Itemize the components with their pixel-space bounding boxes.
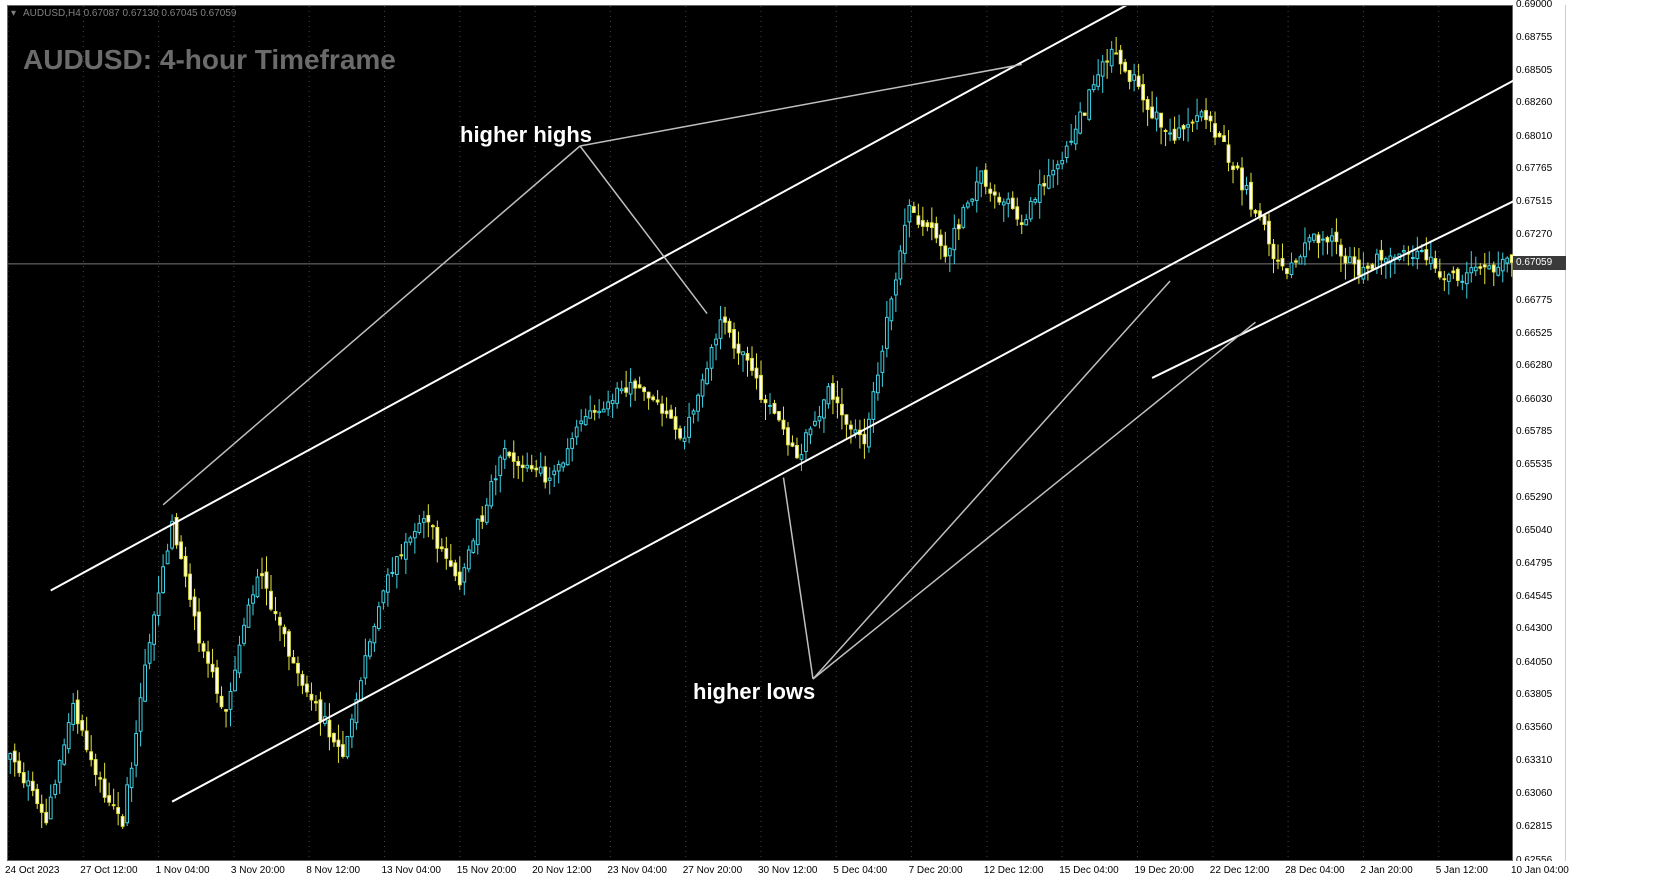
y-tick: 0.67270 bbox=[1513, 230, 1569, 240]
x-tick: 1 Nov 04:00 bbox=[156, 865, 210, 877]
channel-lower bbox=[172, 79, 1514, 802]
y-tick: 0.63310 bbox=[1513, 756, 1569, 766]
x-tick: 5 Dec 04:00 bbox=[833, 865, 887, 877]
x-tick: 23 Nov 04:00 bbox=[607, 865, 667, 877]
y-tick: 0.68505 bbox=[1513, 66, 1569, 76]
y-tick: 0.64050 bbox=[1513, 658, 1569, 668]
x-tick: 15 Dec 04:00 bbox=[1059, 865, 1119, 877]
y-tick: 0.67765 bbox=[1513, 164, 1569, 174]
x-tick: 7 Dec 20:00 bbox=[909, 865, 963, 877]
symbol-info: AUDUSD,H4 0.67087 0.67130 0.67045 0.6705… bbox=[23, 8, 237, 19]
y-tick: 0.69000 bbox=[1513, 0, 1569, 10]
y-tick: 0.63060 bbox=[1513, 789, 1569, 799]
y-tick: 0.63560 bbox=[1513, 723, 1569, 733]
x-tick: 10 Jan 04:00 bbox=[1511, 865, 1569, 877]
x-tick: 20 Nov 12:00 bbox=[532, 865, 592, 877]
x-tick: 27 Oct 12:00 bbox=[80, 865, 137, 877]
chart-plot-area[interactable]: higher highs higher lows bbox=[7, 5, 1513, 861]
y-tick: 0.67515 bbox=[1513, 197, 1569, 207]
x-tick: 30 Nov 12:00 bbox=[758, 865, 818, 877]
x-tick: 24 Oct 2023 bbox=[5, 865, 59, 877]
y-tick: 0.68260 bbox=[1513, 98, 1569, 108]
chevron-down-icon: ▾ bbox=[11, 8, 16, 19]
y-tick: 0.62815 bbox=[1513, 822, 1569, 832]
x-tick: 2 Jan 20:00 bbox=[1360, 865, 1412, 877]
chart-container: higher highs higher lows 0.69000 0.68755 0.… bbox=[0, 0, 1673, 888]
x-tick: 8 Nov 12:00 bbox=[306, 865, 360, 877]
x-tick: 12 Dec 12:00 bbox=[984, 865, 1044, 877]
y-tick: 0.65290 bbox=[1513, 493, 1569, 503]
y-tick: 0.66775 bbox=[1513, 296, 1569, 306]
y-tick: 0.66030 bbox=[1513, 395, 1569, 405]
secondary-trendline bbox=[1152, 200, 1514, 378]
y-tick: 0.68010 bbox=[1513, 132, 1569, 142]
chart-title: AUDUSD: 4-hour Timeframe bbox=[23, 44, 396, 76]
y-tick: 0.65785 bbox=[1513, 427, 1569, 437]
price-axis: 0.690000.687550.685050.682600.680100.677… bbox=[1513, 5, 1566, 861]
y-tick: 0.65040 bbox=[1513, 526, 1569, 536]
x-tick: 3 Nov 20:00 bbox=[231, 865, 285, 877]
y-tick: 0.66525 bbox=[1513, 329, 1569, 339]
annotation-higher-highs: higher highs bbox=[460, 122, 592, 148]
y-tick: 0.68755 bbox=[1513, 33, 1569, 43]
x-tick: 13 Nov 04:00 bbox=[382, 865, 442, 877]
x-tick: 22 Dec 12:00 bbox=[1210, 865, 1270, 877]
x-tick: 28 Dec 04:00 bbox=[1285, 865, 1345, 877]
x-tick: 19 Dec 20:00 bbox=[1135, 865, 1195, 877]
x-tick: 27 Nov 20:00 bbox=[683, 865, 743, 877]
x-tick: 5 Jan 12:00 bbox=[1436, 865, 1488, 877]
y-tick: 0.66280 bbox=[1513, 361, 1569, 371]
y-tick: 0.64545 bbox=[1513, 592, 1569, 602]
y-tick: 0.65535 bbox=[1513, 460, 1569, 470]
x-tick: 15 Nov 20:00 bbox=[457, 865, 517, 877]
y-tick: 0.63805 bbox=[1513, 690, 1569, 700]
current-price-badge: 0.67059 bbox=[1513, 256, 1566, 270]
y-tick: 0.64300 bbox=[1513, 624, 1569, 634]
y-tick: 0.64795 bbox=[1513, 559, 1569, 569]
annotation-higher-lows: higher lows bbox=[693, 679, 815, 705]
chart-svg bbox=[8, 6, 1514, 862]
